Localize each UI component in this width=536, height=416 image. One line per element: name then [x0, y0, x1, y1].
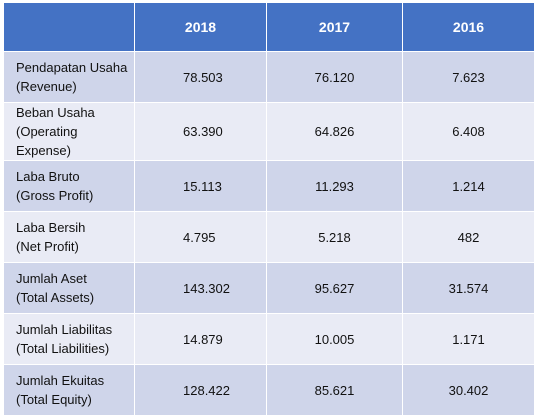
- cell-2018: 143.302: [134, 262, 267, 314]
- row-label: Jumlah Aset (Total Assets): [3, 262, 135, 314]
- row-label-id: Pendapatan Usaha: [16, 60, 128, 75]
- cell-2017: 95.627: [266, 262, 403, 314]
- cell-2016: 482: [402, 211, 535, 263]
- cell-2017: 5.218: [266, 211, 403, 263]
- cell-2016: 1.171: [402, 313, 535, 365]
- row-label: Laba Bersih (Net Profit): [3, 211, 135, 263]
- row-label: Laba Bruto (Gross Profit): [3, 160, 135, 212]
- table-row: Jumlah Ekuitas (Total Equity) 128.422 85.…: [3, 364, 535, 416]
- cell-2017: 10.005: [266, 313, 403, 365]
- row-label-en: (Operating Expense): [16, 124, 78, 158]
- row-label: Beban Usaha (Operating Expense): [3, 102, 135, 161]
- row-label-en: (Revenue): [16, 79, 77, 94]
- cell-2017: 64.826: [266, 102, 403, 161]
- row-label: Jumlah Liabilitas (Total Liabilities): [3, 313, 135, 365]
- header-2017: 2017: [266, 2, 403, 52]
- row-label-id: Jumlah Ekuitas: [16, 373, 105, 388]
- header-corner: [3, 2, 135, 52]
- table-row: Laba Bruto (Gross Profit) 15.113 11.293 1…: [3, 160, 535, 212]
- cell-2018: 128.422: [134, 364, 267, 416]
- cell-2018: 15.113: [134, 160, 267, 212]
- cell-2017: 85.621: [266, 364, 403, 416]
- row-label-en: (Total Liabilities): [16, 341, 110, 356]
- cell-2016: 1.214: [402, 160, 535, 212]
- cell-2017: 76.120: [266, 51, 403, 103]
- row-label: Pendapatan Usaha (Revenue): [3, 51, 135, 103]
- table-row: Jumlah Liabilitas (Total Liabilities) 14.…: [3, 313, 535, 365]
- row-label-en: (Gross Profit): [16, 188, 94, 203]
- row-label-en: (Net Profit): [16, 239, 79, 254]
- table-row: Pendapatan Usaha (Revenue) 78.503 76.120 …: [3, 51, 535, 103]
- financial-summary: 2018 2017 2016 Pendapatan Usaha (Revenue)…: [3, 2, 535, 416]
- row-label-en: (Total Equity): [16, 392, 92, 407]
- table-row: Jumlah Aset (Total Assets) 143.302 95.627…: [3, 262, 535, 314]
- cell-2016: 6.408: [402, 102, 535, 161]
- row-label-id: Laba Bruto: [16, 169, 80, 184]
- cell-2016: 31.574: [402, 262, 535, 314]
- header-row: 2018 2017 2016: [3, 2, 535, 52]
- cell-2017: 11.293: [266, 160, 403, 212]
- header-2018: 2018: [134, 2, 267, 52]
- row-label-id: Laba Bersih: [16, 220, 86, 235]
- financial-table: 2018 2017 2016 Pendapatan Usaha (Revenue)…: [3, 2, 535, 416]
- cell-2018: 4.795: [134, 211, 267, 263]
- row-label: Jumlah Ekuitas (Total Equity): [3, 364, 135, 416]
- cell-2018: 14.879: [134, 313, 267, 365]
- cell-2016: 30.402: [402, 364, 535, 416]
- table-row: Beban Usaha (Operating Expense) 63.390 64…: [3, 102, 535, 161]
- cell-2016: 7.623: [402, 51, 535, 103]
- row-label-en: (Total Assets): [16, 290, 95, 305]
- row-label-id: Jumlah Liabilitas: [16, 322, 113, 337]
- table-row: Laba Bersih (Net Profit) 4.795 5.218 482: [3, 211, 535, 263]
- cell-2018: 78.503: [134, 51, 267, 103]
- row-label-id: Beban Usaha: [16, 105, 95, 120]
- row-label-id: Jumlah Aset: [16, 271, 87, 286]
- header-2016: 2016: [402, 2, 535, 52]
- cell-2018: 63.390: [134, 102, 267, 161]
